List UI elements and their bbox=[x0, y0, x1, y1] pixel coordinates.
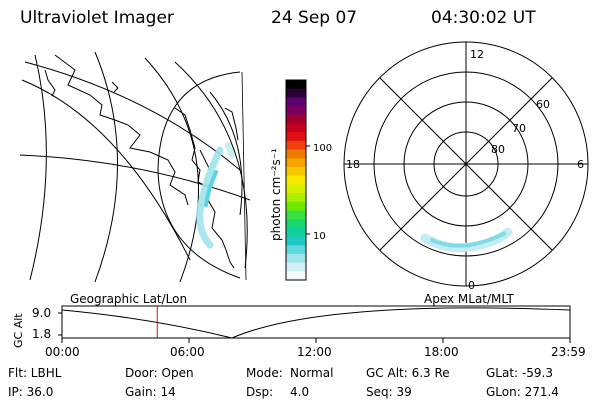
colorbar-segment bbox=[286, 193, 306, 203]
colorbar-segment bbox=[286, 149, 306, 159]
gain-info: Gain: 14 bbox=[125, 385, 176, 399]
header-time: 04:30:02 UT bbox=[431, 8, 536, 28]
colorbar-segment bbox=[286, 80, 306, 90]
colorbar-segment bbox=[286, 253, 306, 264]
gc-alt-info: GC Alt: 6.3 Re bbox=[366, 366, 450, 380]
glat-info: GLat: -59.3 bbox=[486, 366, 553, 380]
colorbar-segment bbox=[286, 114, 306, 125]
colorbar-segment bbox=[286, 158, 306, 168]
colorbar bbox=[286, 80, 306, 281]
colorbar-segment bbox=[286, 210, 306, 220]
app-title: Ultraviolet Imager bbox=[20, 8, 174, 28]
lat-label-80: 80 bbox=[491, 143, 505, 156]
polar-aurora bbox=[420, 227, 513, 253]
orbit-x-tick: 18:00 bbox=[424, 345, 459, 359]
colorbar-segment bbox=[286, 184, 306, 194]
mode-value: Normal bbox=[290, 366, 334, 380]
mlt-label-6: 6 bbox=[577, 158, 584, 171]
colorbar-segment bbox=[286, 271, 306, 281]
mlt-label-18: 18 bbox=[346, 158, 360, 171]
colorbar-segment bbox=[286, 123, 306, 133]
lat-label-70: 70 bbox=[512, 122, 526, 135]
colorbar-label: photon cm⁻²s⁻¹ bbox=[269, 148, 283, 241]
colorbar-tick-10: 10 bbox=[313, 231, 326, 242]
dsp-value: 4.0 bbox=[290, 385, 310, 399]
colorbar-segment bbox=[286, 166, 306, 177]
colorbar-tick-100: 100 bbox=[313, 143, 332, 154]
ip-info: IP: 36.0 bbox=[8, 385, 54, 399]
orbit-plot bbox=[58, 305, 571, 343]
colorbar-segment bbox=[286, 227, 306, 238]
geographic-map bbox=[19, 51, 251, 283]
orbit-x-tick: 06:00 bbox=[170, 345, 205, 359]
orbit-x-tick: 00:00 bbox=[45, 345, 80, 359]
colorbar-segment bbox=[286, 140, 306, 151]
orbit-y-tick-low: 1.8 bbox=[32, 327, 52, 341]
colorbar-segment bbox=[286, 175, 306, 185]
mlt-label-12: 12 bbox=[470, 48, 484, 61]
dsp-label: Dsp: bbox=[246, 385, 274, 399]
orbit-x-tick: 23:59 bbox=[551, 345, 586, 359]
mode-label: Mode: bbox=[246, 366, 283, 380]
orbit-left-label: Geographic Lat/Lon bbox=[70, 292, 188, 306]
mlt-label-0: 0 bbox=[468, 279, 475, 292]
map-aurora bbox=[196, 142, 235, 249]
header-date: 24 Sep 07 bbox=[271, 8, 358, 28]
colorbar-segment bbox=[286, 201, 306, 212]
orbit-x-tick: 12:00 bbox=[297, 345, 332, 359]
lat-label-60: 60 bbox=[536, 98, 550, 111]
colorbar-segment bbox=[286, 236, 306, 246]
colorbar-segment bbox=[286, 88, 306, 98]
glon-info: GLon: 271.4 bbox=[486, 385, 559, 399]
colorbar-segment bbox=[286, 97, 306, 107]
filter-info: Flt: LBHL bbox=[8, 366, 62, 380]
colorbar-segment bbox=[286, 262, 306, 272]
orbit-right-label: Apex MLat/MLT bbox=[424, 292, 514, 306]
seq-info: Seq: 39 bbox=[366, 385, 412, 399]
colorbar-segment bbox=[286, 106, 306, 116]
colorbar-segment bbox=[286, 132, 306, 142]
colorbar-border bbox=[285, 79, 310, 281]
colorbar-segment bbox=[286, 245, 306, 255]
door-info: Door: Open bbox=[125, 366, 194, 380]
colorbar-segment bbox=[286, 219, 306, 229]
orbit-y-tick-high: 9.0 bbox=[32, 306, 52, 320]
orbit-y-label: GC Alt bbox=[12, 313, 25, 348]
